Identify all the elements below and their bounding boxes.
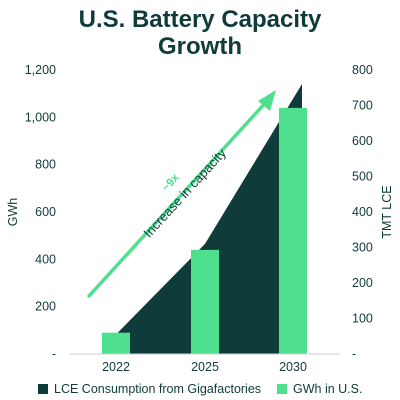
- left-tick-label: 600: [35, 205, 56, 219]
- right-tick-label: 700: [352, 99, 373, 113]
- chart-legend: LCE Consumption from Gigafactories GWh i…: [0, 382, 400, 400]
- gwh-bars-layer: [102, 107, 307, 354]
- axes-layer: - 200 400 600 800 1,000 1,200 - 100 200 300 400 500 6…: [6, 63, 394, 374]
- legend-item-gwh: GWh in U.S.: [277, 382, 362, 396]
- gwh-bar-2030: [279, 107, 307, 354]
- lce-area-layer: [110, 84, 302, 354]
- right-tick-label: 800: [352, 63, 373, 77]
- right-tick-label: 200: [352, 276, 373, 290]
- left-tick-label: 200: [35, 300, 56, 314]
- growth-arrow-head: [258, 90, 276, 111]
- right-tick-label: 300: [352, 241, 373, 255]
- growth-arrow-line: [87, 98, 270, 298]
- right-tick-label: 500: [352, 170, 373, 184]
- legend-item-lce: LCE Consumption from Gigafactories: [38, 382, 261, 396]
- left-tick-label: -: [52, 347, 56, 361]
- right-tick-label: 100: [352, 312, 373, 326]
- right-tick-label: 400: [352, 205, 373, 219]
- legend-label-gwh: GWh in U.S.: [293, 382, 363, 396]
- chart-title: U.S. Battery Capacity Growth: [0, 6, 400, 60]
- right-axis-title: TMT LCE: [380, 185, 394, 238]
- legend-swatch-gwh: [277, 384, 287, 394]
- left-tick-label: 400: [35, 252, 56, 266]
- gwh-bar-2022: [102, 332, 130, 354]
- chart-title-line-2: Growth: [158, 33, 242, 60]
- legend-label-lce: LCE Consumption from Gigafactories: [54, 382, 262, 396]
- x-tick-label-2030: 2030: [279, 360, 307, 374]
- x-tick-label-2022: 2022: [102, 360, 130, 374]
- left-tick-label: 800: [35, 158, 56, 172]
- right-tick-label: -: [352, 347, 356, 361]
- left-axis-title: GWh: [6, 198, 20, 227]
- x-tick-label-2025: 2025: [191, 360, 219, 374]
- legend-swatch-lce: [38, 384, 48, 394]
- right-tick-label: 600: [352, 134, 373, 148]
- lce-area: [110, 84, 302, 354]
- gwh-bar-2025: [191, 249, 219, 354]
- left-tick-label: 1,000: [25, 110, 56, 124]
- chart-title-line-1: U.S. Battery Capacity: [78, 6, 322, 33]
- left-tick-label: 1,200: [25, 63, 56, 77]
